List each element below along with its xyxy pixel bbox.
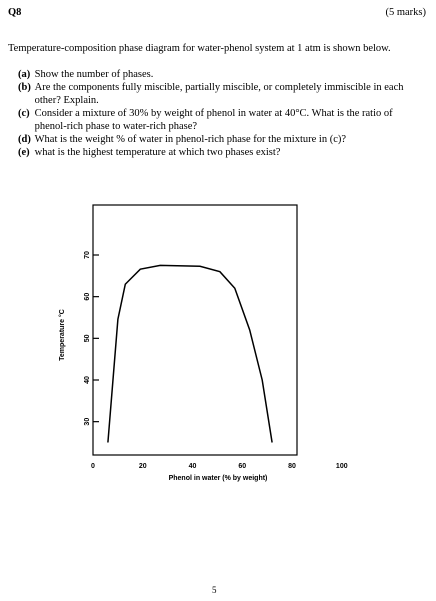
y-tick-label: 30 bbox=[84, 418, 91, 426]
y-tick-label: 40 bbox=[84, 376, 91, 384]
x-tick-label: 20 bbox=[139, 463, 147, 470]
plot-frame bbox=[92, 204, 298, 456]
part-text: What is the weight % of water in phenol-… bbox=[34, 134, 347, 145]
part-label: (c) bbox=[18, 108, 30, 119]
x-tick-label: 100 bbox=[336, 463, 348, 470]
question-part: (b) Are the components fully miscible, p… bbox=[18, 81, 428, 107]
x-tick-label: 60 bbox=[238, 463, 246, 470]
x-axis-label: Phenol in water (% by weight) bbox=[169, 475, 268, 482]
question-part: (d) What is the weight % of water in phe… bbox=[18, 133, 428, 146]
part-label: (d) bbox=[18, 134, 31, 145]
part-label: (b) bbox=[18, 82, 31, 93]
y-tick-label: 50 bbox=[84, 334, 91, 342]
intro: Temperature-composition phase diagram fo… bbox=[8, 43, 391, 54]
part-label: (a) bbox=[18, 69, 31, 80]
question-part: (c) Consider a mixture of 30% by weight … bbox=[18, 107, 428, 133]
part-text: Are the components fully miscible, parti… bbox=[34, 82, 404, 106]
part-text: Consider a mixture of 30% by weight of p… bbox=[34, 108, 393, 132]
phase-curve bbox=[107, 264, 273, 443]
page-number: 5 bbox=[212, 585, 217, 595]
y-tick-label: 60 bbox=[84, 293, 91, 301]
part-text: Show the number of phases. bbox=[34, 69, 154, 80]
question-part: (e) what is the highest temperature at w… bbox=[18, 146, 428, 159]
marks: (5 marks) bbox=[385, 7, 426, 18]
x-tick-label: 0 bbox=[91, 463, 95, 470]
x-tick-label: 80 bbox=[288, 463, 296, 470]
part-text: what is the highest temperature at which… bbox=[34, 147, 281, 158]
y-tick-label: 70 bbox=[84, 251, 91, 259]
question-number: Q8 bbox=[8, 7, 22, 18]
y-axis-label: Temperature °C bbox=[58, 309, 66, 361]
x-tick-label: 40 bbox=[189, 463, 197, 470]
question-part: (a) Show the number of phases. bbox=[18, 68, 428, 81]
part-label: (e) bbox=[18, 147, 30, 158]
